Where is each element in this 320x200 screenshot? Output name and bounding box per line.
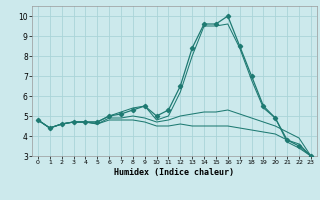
X-axis label: Humidex (Indice chaleur): Humidex (Indice chaleur) — [115, 168, 234, 177]
